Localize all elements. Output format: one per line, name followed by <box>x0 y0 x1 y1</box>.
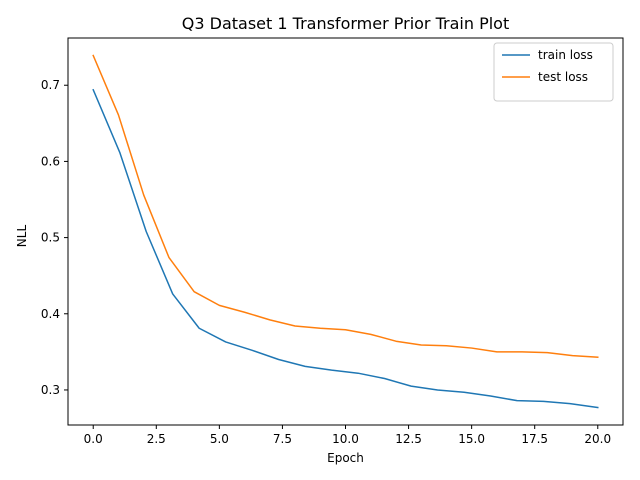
x-tick-label: 12.5 <box>395 432 422 446</box>
series-layer <box>92 54 599 409</box>
legend-box <box>493 42 614 102</box>
x-tick-label: 20.0 <box>584 432 611 446</box>
x-tick-label: 7.5 <box>273 432 292 446</box>
series-line-test-loss <box>92 54 599 358</box>
chart-title: Q3 Dataset 1 Transformer Prior Train Plo… <box>182 14 509 33</box>
x-tick-label: 17.5 <box>521 432 548 446</box>
y-tick-label: 0.6 <box>41 154 60 168</box>
legend-label: test loss <box>538 70 588 84</box>
x-tick-label: 2.5 <box>147 432 166 446</box>
plot-area: 0.0 2.5 5.0 7.5 10.0 12.5 15.0 17.5 20.0 0.30.40… <box>41 37 624 446</box>
y-tick-label: 0.4 <box>41 307 60 321</box>
x-tick-label: 5.0 <box>210 432 229 446</box>
y-tick-label: 0.7 <box>41 78 60 92</box>
x-tick-label: 0.0 <box>84 432 103 446</box>
y-axis-label: NLL <box>15 225 29 248</box>
x-tick-label: 10.0 <box>332 432 359 446</box>
plot-frame <box>67 37 624 426</box>
x-axis-label: Epoch <box>327 451 364 465</box>
y-tick-label: 0.5 <box>41 231 60 245</box>
legend-label: train loss <box>538 48 593 62</box>
legend: train loss test loss <box>493 42 614 102</box>
x-tick-label: 15.0 <box>458 432 485 446</box>
y-axis-ticks: 0.3 0.4 0.5 0.6 0.7 <box>41 78 68 397</box>
y-tick-label: 0.3 <box>41 383 60 397</box>
x-axis-ticks: 0.0 2.5 5.0 7.5 10.0 12.5 15.0 17.5 20.0 <box>84 425 611 446</box>
series-line-train-loss <box>92 88 599 409</box>
